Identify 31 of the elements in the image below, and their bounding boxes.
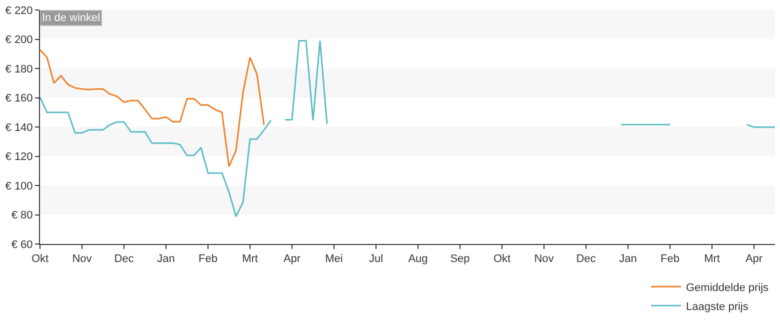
x-tick-label: Nov xyxy=(72,253,92,266)
x-tick-label: Sep xyxy=(450,253,470,266)
legend-label: Laagste prijs xyxy=(686,300,749,313)
x-tick-label: Jan xyxy=(619,253,637,266)
x-tick-label: Okt xyxy=(493,253,511,266)
x-tick-label: Feb xyxy=(198,253,218,266)
x-tick-label: Jan xyxy=(157,253,175,266)
x-tick-label: Apr xyxy=(283,253,301,266)
y-tick-label: € 80 xyxy=(11,210,33,222)
y-tick-label: € 100 xyxy=(5,180,33,192)
x-tick-label: Mrt xyxy=(242,253,258,266)
y-tick-label: € 120 xyxy=(5,151,33,164)
x-tick-label: Nov xyxy=(534,253,554,266)
x-tick-label: Dec xyxy=(114,253,134,266)
x-tick-label: Dec xyxy=(576,253,596,266)
annotation: In de winkel xyxy=(42,12,100,24)
x-tick-label: Aug xyxy=(408,253,428,266)
line-series xyxy=(40,49,265,168)
x-tick-label: Jul xyxy=(368,253,384,266)
y-tick-label: € 200 xyxy=(5,34,33,46)
x-tick-label: Apr xyxy=(745,253,763,266)
x-tick-label: Mrt xyxy=(704,253,720,266)
y-tick-label: € 60 xyxy=(11,238,33,251)
x-tick-label: Mei xyxy=(325,253,343,266)
x-tick-label: Okt xyxy=(31,253,49,266)
legend-label: Gemiddelde prijs xyxy=(686,282,770,294)
y-tick-label: € 220 xyxy=(5,4,33,17)
x-tick-label: Feb xyxy=(660,253,680,266)
y-tick-label: € 180 xyxy=(5,63,33,76)
y-tick-label: € 160 xyxy=(5,92,33,105)
y-tick-label: € 140 xyxy=(5,122,33,134)
